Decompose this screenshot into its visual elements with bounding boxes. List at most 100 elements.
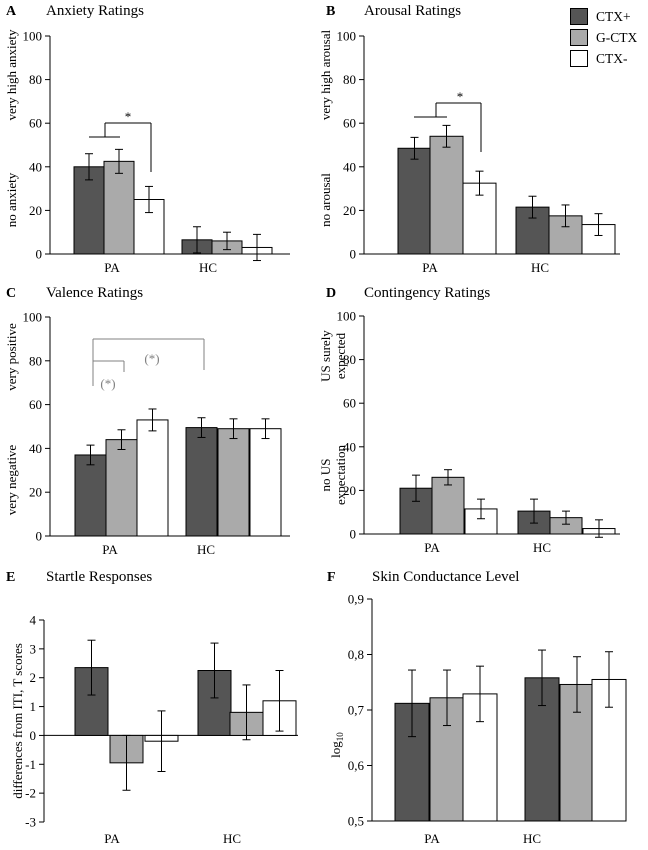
y-tick-label-a: 20 [29, 203, 42, 218]
y-label-upper-d: expected [333, 332, 348, 379]
bar-b-pa-gminusctx [429, 135, 464, 255]
x-category-label-a: PA [104, 260, 120, 275]
panel-c: C Valence Ratings 0 20 40 60 80 100 PA HC very pos… [4, 285, 290, 557]
bar-c-pa-ctxminus [136, 419, 169, 537]
y-label-lower-a: no anxiety [4, 172, 19, 227]
y-label-upper-a: very high anxiety [4, 29, 19, 120]
panel-label-d: D [326, 286, 336, 301]
panel-b: B Arousal Ratings 0 20 40 60 80 100 PA HC very hig… [318, 3, 620, 275]
y-tick-label-a: 40 [29, 159, 42, 174]
y-label-upper-c: very positive [4, 323, 19, 391]
x-category-label-b: HC [531, 260, 549, 275]
y-tick-label-b: 20 [343, 203, 356, 218]
panel-title-a: Anxiety Ratings [46, 3, 144, 19]
y-label-subscript-f: 10 [335, 732, 345, 742]
y-tick-label-e: 1 [30, 699, 37, 714]
x-category-label-b: PA [422, 260, 438, 275]
panel-f: F Skin Conductance Level 0,5 0,6 0,7 0,8 0,9 PA… [327, 569, 627, 846]
y-tick-label-e: 4 [30, 613, 37, 628]
bar-c-hc-ctxplus [185, 427, 218, 537]
panel-label-f: F [327, 570, 336, 585]
x-category-label-a: HC [199, 260, 217, 275]
panel-label-a: A [6, 4, 17, 19]
y-label-f: log10 [328, 732, 345, 758]
bar-a-pa-gminusctx [103, 160, 135, 255]
x-category-label-e: HC [223, 831, 241, 846]
panel-title-e: Startle Responses [46, 569, 152, 585]
y-label-upper-b: very high arousal [318, 29, 333, 120]
significance-marker-a: * [125, 109, 132, 124]
bar-c-hc-gminusctx [217, 428, 250, 537]
significance-marker-b: * [457, 89, 464, 104]
x-category-label-c: PA [102, 542, 118, 557]
y-label-lower-d: expectation [333, 445, 348, 505]
y-tick-label-e: 2 [30, 670, 37, 685]
y-tick-label-b: 40 [343, 159, 356, 174]
y-tick-label-e: -2 [25, 786, 36, 801]
y-label-upper-d: US surely [318, 330, 333, 382]
y-tick-label-a: 0 [36, 247, 43, 262]
y-tick-label-a: 80 [29, 72, 42, 87]
y-tick-label-b: 80 [343, 72, 356, 87]
y-tick-label-c: 100 [23, 310, 43, 325]
panel-label-e: E [6, 570, 15, 585]
y-tick-label-b: 60 [343, 116, 356, 131]
panel-d: D Contingency Ratings 0 20 40 60 80 100 PA HC US s… [318, 285, 620, 555]
y-label-text-e: differences from ITI, T scores [10, 643, 25, 799]
significance-marker-c: (*) [100, 376, 115, 391]
y-label-lower-d: no US [318, 459, 333, 492]
bar-c-pa-gminusctx [105, 439, 138, 537]
panel-title-f: Skin Conductance Level [372, 569, 519, 585]
bar-b-pa-ctxplus [397, 147, 432, 255]
y-tick-label-c: 60 [29, 397, 42, 412]
y-label-e: differences from ITI, T scores [10, 643, 25, 799]
panel-e: E Startle Responses -3 -2 -1 0 1 2 3 4 PA HC differe… [6, 569, 298, 846]
legend-swatch-ctx-plus [570, 8, 588, 25]
legend-swatch-ctx-minus [570, 50, 588, 67]
y-tick-label-e: 0 [30, 728, 37, 743]
y-tick-label-a: 100 [23, 29, 43, 44]
bar-c-hc-ctxminus [249, 428, 282, 537]
y-tick-label-f: 0,7 [348, 703, 365, 718]
x-category-label-d: HC [533, 540, 551, 555]
significance-marker-c: (*) [144, 351, 159, 366]
bar-d-pa-gminusctx [431, 476, 465, 535]
panel-title-c: Valence Ratings [46, 285, 143, 301]
y-tick-label-d: 100 [337, 309, 357, 324]
panel-a: A Anxiety Ratings 0 20 40 60 80 100 PA HC very hig… [4, 3, 290, 275]
y-tick-label-b: 0 [350, 247, 357, 262]
y-tick-label-d: 40 [343, 439, 356, 454]
y-label-text-f: log [328, 741, 343, 758]
y-tick-label-d: 80 [343, 352, 356, 367]
y-tick-label-c: 80 [29, 353, 42, 368]
y-tick-label-d: 0 [350, 527, 357, 542]
y-tick-label-c: 40 [29, 441, 42, 456]
x-category-label-c: HC [197, 542, 215, 557]
y-label-lower-b: no arousal [318, 173, 333, 227]
y-tick-label-e: -3 [25, 815, 36, 830]
legend-label-ctx-minus: CTX- [596, 51, 628, 66]
y-tick-label-f: 0,8 [348, 647, 364, 662]
y-tick-label-a: 60 [29, 116, 42, 131]
bar-c-pa-ctxplus [74, 454, 107, 537]
panel-title-b: Arousal Ratings [364, 3, 461, 19]
panel-title-d: Contingency Ratings [364, 285, 490, 301]
y-tick-label-e: 3 [30, 641, 37, 656]
y-tick-label-f: 0,6 [348, 758, 365, 773]
panel-label-c: C [6, 286, 16, 301]
legend-label-g-ctx: G-CTX [596, 30, 638, 45]
bar-a-pa-ctxplus [73, 166, 105, 255]
y-tick-label-b: 100 [337, 29, 357, 44]
y-tick-label-f: 0,9 [348, 592, 364, 607]
x-category-label-f: HC [523, 831, 541, 846]
x-category-label-d: PA [424, 540, 440, 555]
legend-swatch-g-ctx [570, 29, 588, 46]
panel-label-b: B [326, 4, 335, 19]
y-tick-label-f: 0,5 [348, 814, 364, 829]
x-category-label-f: PA [424, 831, 440, 846]
y-label-lower-c: very negative [4, 445, 19, 516]
y-tick-label-e: -1 [25, 757, 36, 772]
legend-label-ctx-plus: CTX+ [596, 9, 631, 24]
x-category-label-e: PA [104, 831, 120, 846]
